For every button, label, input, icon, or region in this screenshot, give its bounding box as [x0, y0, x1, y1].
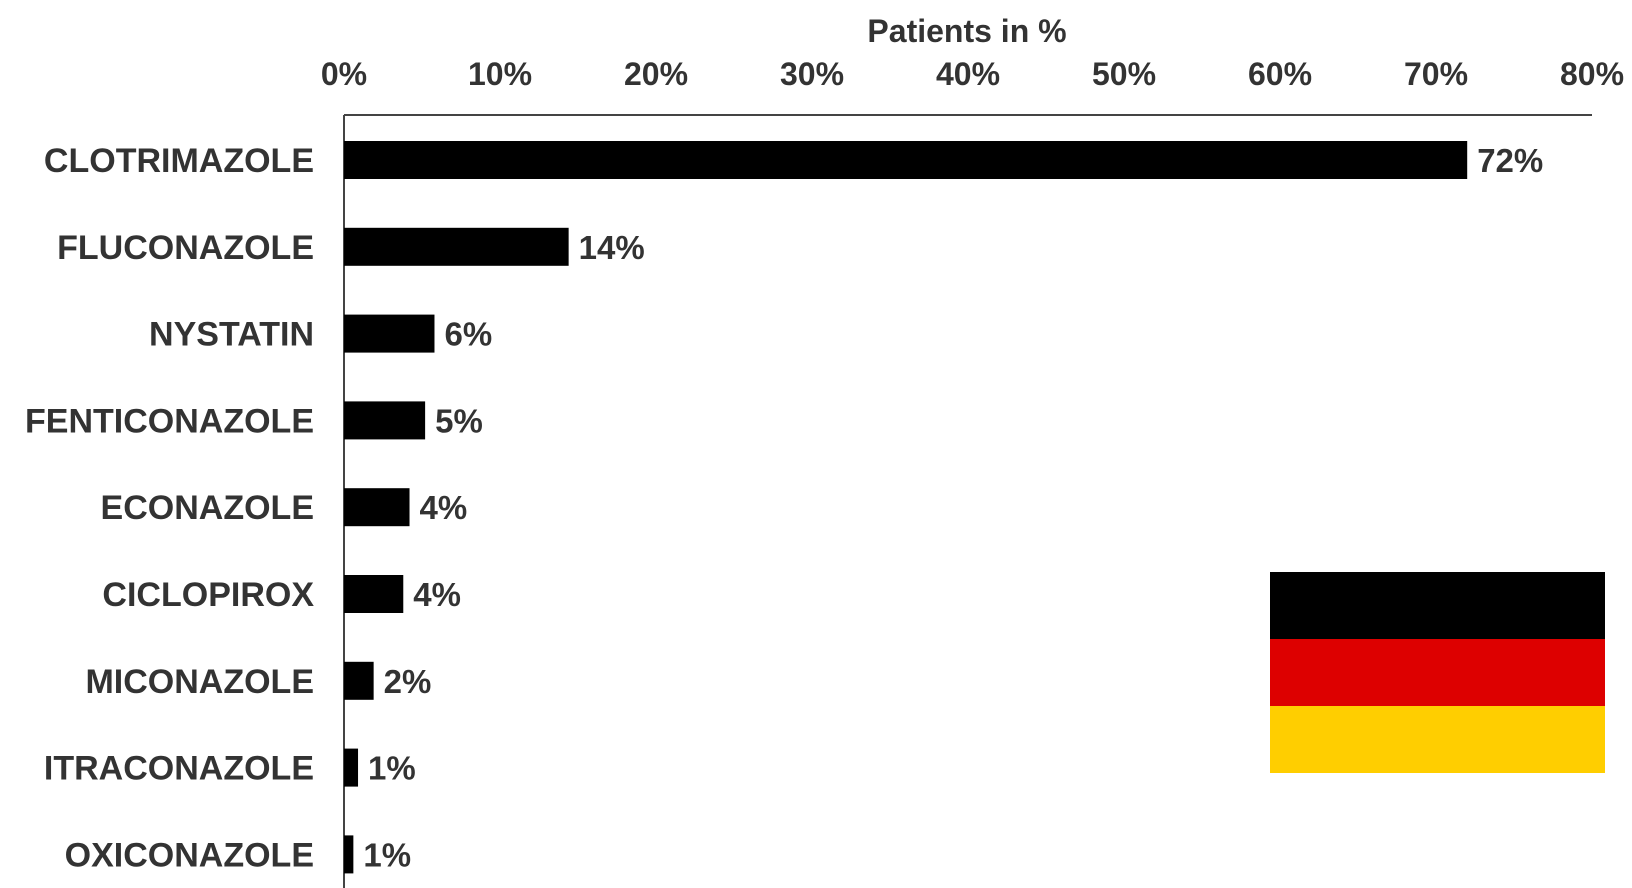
data-label: 2% [384, 663, 432, 700]
x-tick-label: 60% [1248, 56, 1312, 92]
bar [344, 227, 569, 266]
x-axis-ticks: 0% 10% 20% 30% 40% 50% 60% 70% 80% [321, 56, 1624, 92]
category-label: FENTICONAZOLE [25, 402, 314, 440]
x-tick-label: 80% [1560, 56, 1624, 92]
x-tick-label: 0% [321, 56, 367, 92]
x-tick-label: 10% [468, 56, 532, 92]
germany-flag-icon [1270, 572, 1605, 773]
x-tick-label: 40% [936, 56, 1000, 92]
bar [344, 488, 410, 527]
bar [344, 661, 374, 700]
bar [344, 748, 359, 787]
data-label: 72% [1477, 142, 1543, 179]
category-label: ITRACONAZOLE [44, 750, 314, 788]
data-label: 5% [435, 402, 483, 439]
bar [344, 575, 404, 613]
bar [344, 835, 354, 874]
data-label: 1% [368, 750, 416, 787]
category-label: OXICONAZOLE [65, 836, 314, 874]
category-label: MICONAZOLE [85, 663, 314, 701]
category-label: NYSTATIN [149, 316, 314, 354]
x-tick-label: 20% [624, 56, 688, 92]
x-axis-title: Patients in % [867, 13, 1066, 49]
data-label: 1% [363, 836, 411, 873]
data-label: 4% [420, 489, 468, 526]
x-tick-label: 70% [1404, 56, 1468, 92]
flag-stripe [1270, 639, 1605, 706]
x-tick-label: 30% [780, 56, 844, 92]
bar [344, 314, 435, 353]
flag-stripe [1270, 706, 1605, 773]
bar [344, 141, 1468, 179]
category-label: CICLOPIROX [102, 576, 314, 614]
flag-stripe [1270, 572, 1605, 639]
data-label: 4% [413, 576, 461, 613]
bars-group: CLOTRIMAZOLE 72% FLUCONAZOLE 14% NYSTATIN 6% F… [25, 141, 1543, 874]
category-label: CLOTRIMAZOLE [44, 142, 314, 180]
data-label: 6% [444, 316, 492, 353]
category-label: FLUCONAZOLE [57, 229, 314, 267]
category-label: ECONAZOLE [101, 489, 314, 527]
x-tick-label: 50% [1092, 56, 1156, 92]
data-label: 14% [579, 229, 645, 266]
bar [344, 401, 426, 440]
